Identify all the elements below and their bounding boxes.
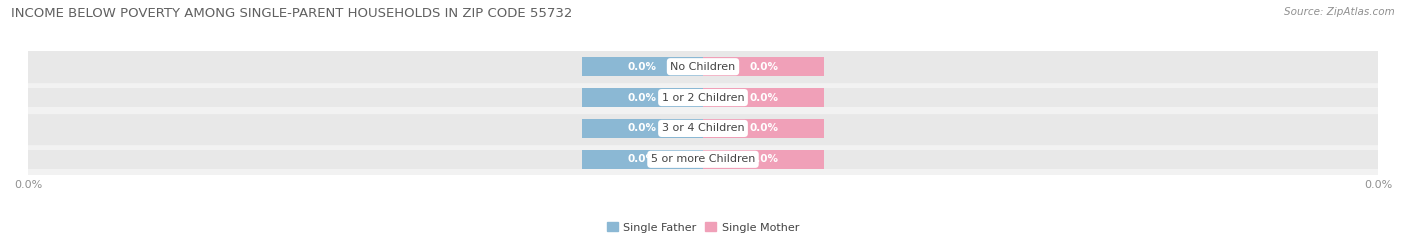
Bar [582, 57, 703, 76]
Bar [28, 88, 1378, 107]
Bar [703, 57, 824, 76]
Text: INCOME BELOW POVERTY AMONG SINGLE-PARENT HOUSEHOLDS IN ZIP CODE 55732: INCOME BELOW POVERTY AMONG SINGLE-PARENT… [11, 7, 572, 20]
Text: 0.0%: 0.0% [749, 62, 779, 72]
Text: 1 or 2 Children: 1 or 2 Children [662, 93, 744, 103]
Text: 0.0%: 0.0% [627, 123, 657, 134]
Text: 3 or 4 Children: 3 or 4 Children [662, 123, 744, 134]
Text: Source: ZipAtlas.com: Source: ZipAtlas.com [1284, 7, 1395, 17]
Text: 0.0%: 0.0% [749, 154, 779, 164]
Text: 5 or more Children: 5 or more Children [651, 154, 755, 164]
Text: 0.0%: 0.0% [749, 123, 779, 134]
Bar [28, 113, 1378, 144]
Text: 0.0%: 0.0% [627, 154, 657, 164]
Bar [582, 119, 703, 138]
Bar [582, 88, 703, 107]
Bar [28, 119, 1378, 138]
Bar [28, 144, 1378, 175]
Text: 0.0%: 0.0% [749, 93, 779, 103]
Text: 0.0%: 0.0% [627, 93, 657, 103]
Bar [28, 57, 1378, 76]
Legend: Single Father, Single Mother: Single Father, Single Mother [602, 218, 804, 233]
Bar [703, 150, 824, 169]
Bar [703, 88, 824, 107]
Text: No Children: No Children [671, 62, 735, 72]
Bar [582, 150, 703, 169]
Bar [703, 119, 824, 138]
Bar [28, 51, 1378, 82]
Bar [28, 82, 1378, 113]
Bar [28, 150, 1378, 169]
Text: 0.0%: 0.0% [627, 62, 657, 72]
